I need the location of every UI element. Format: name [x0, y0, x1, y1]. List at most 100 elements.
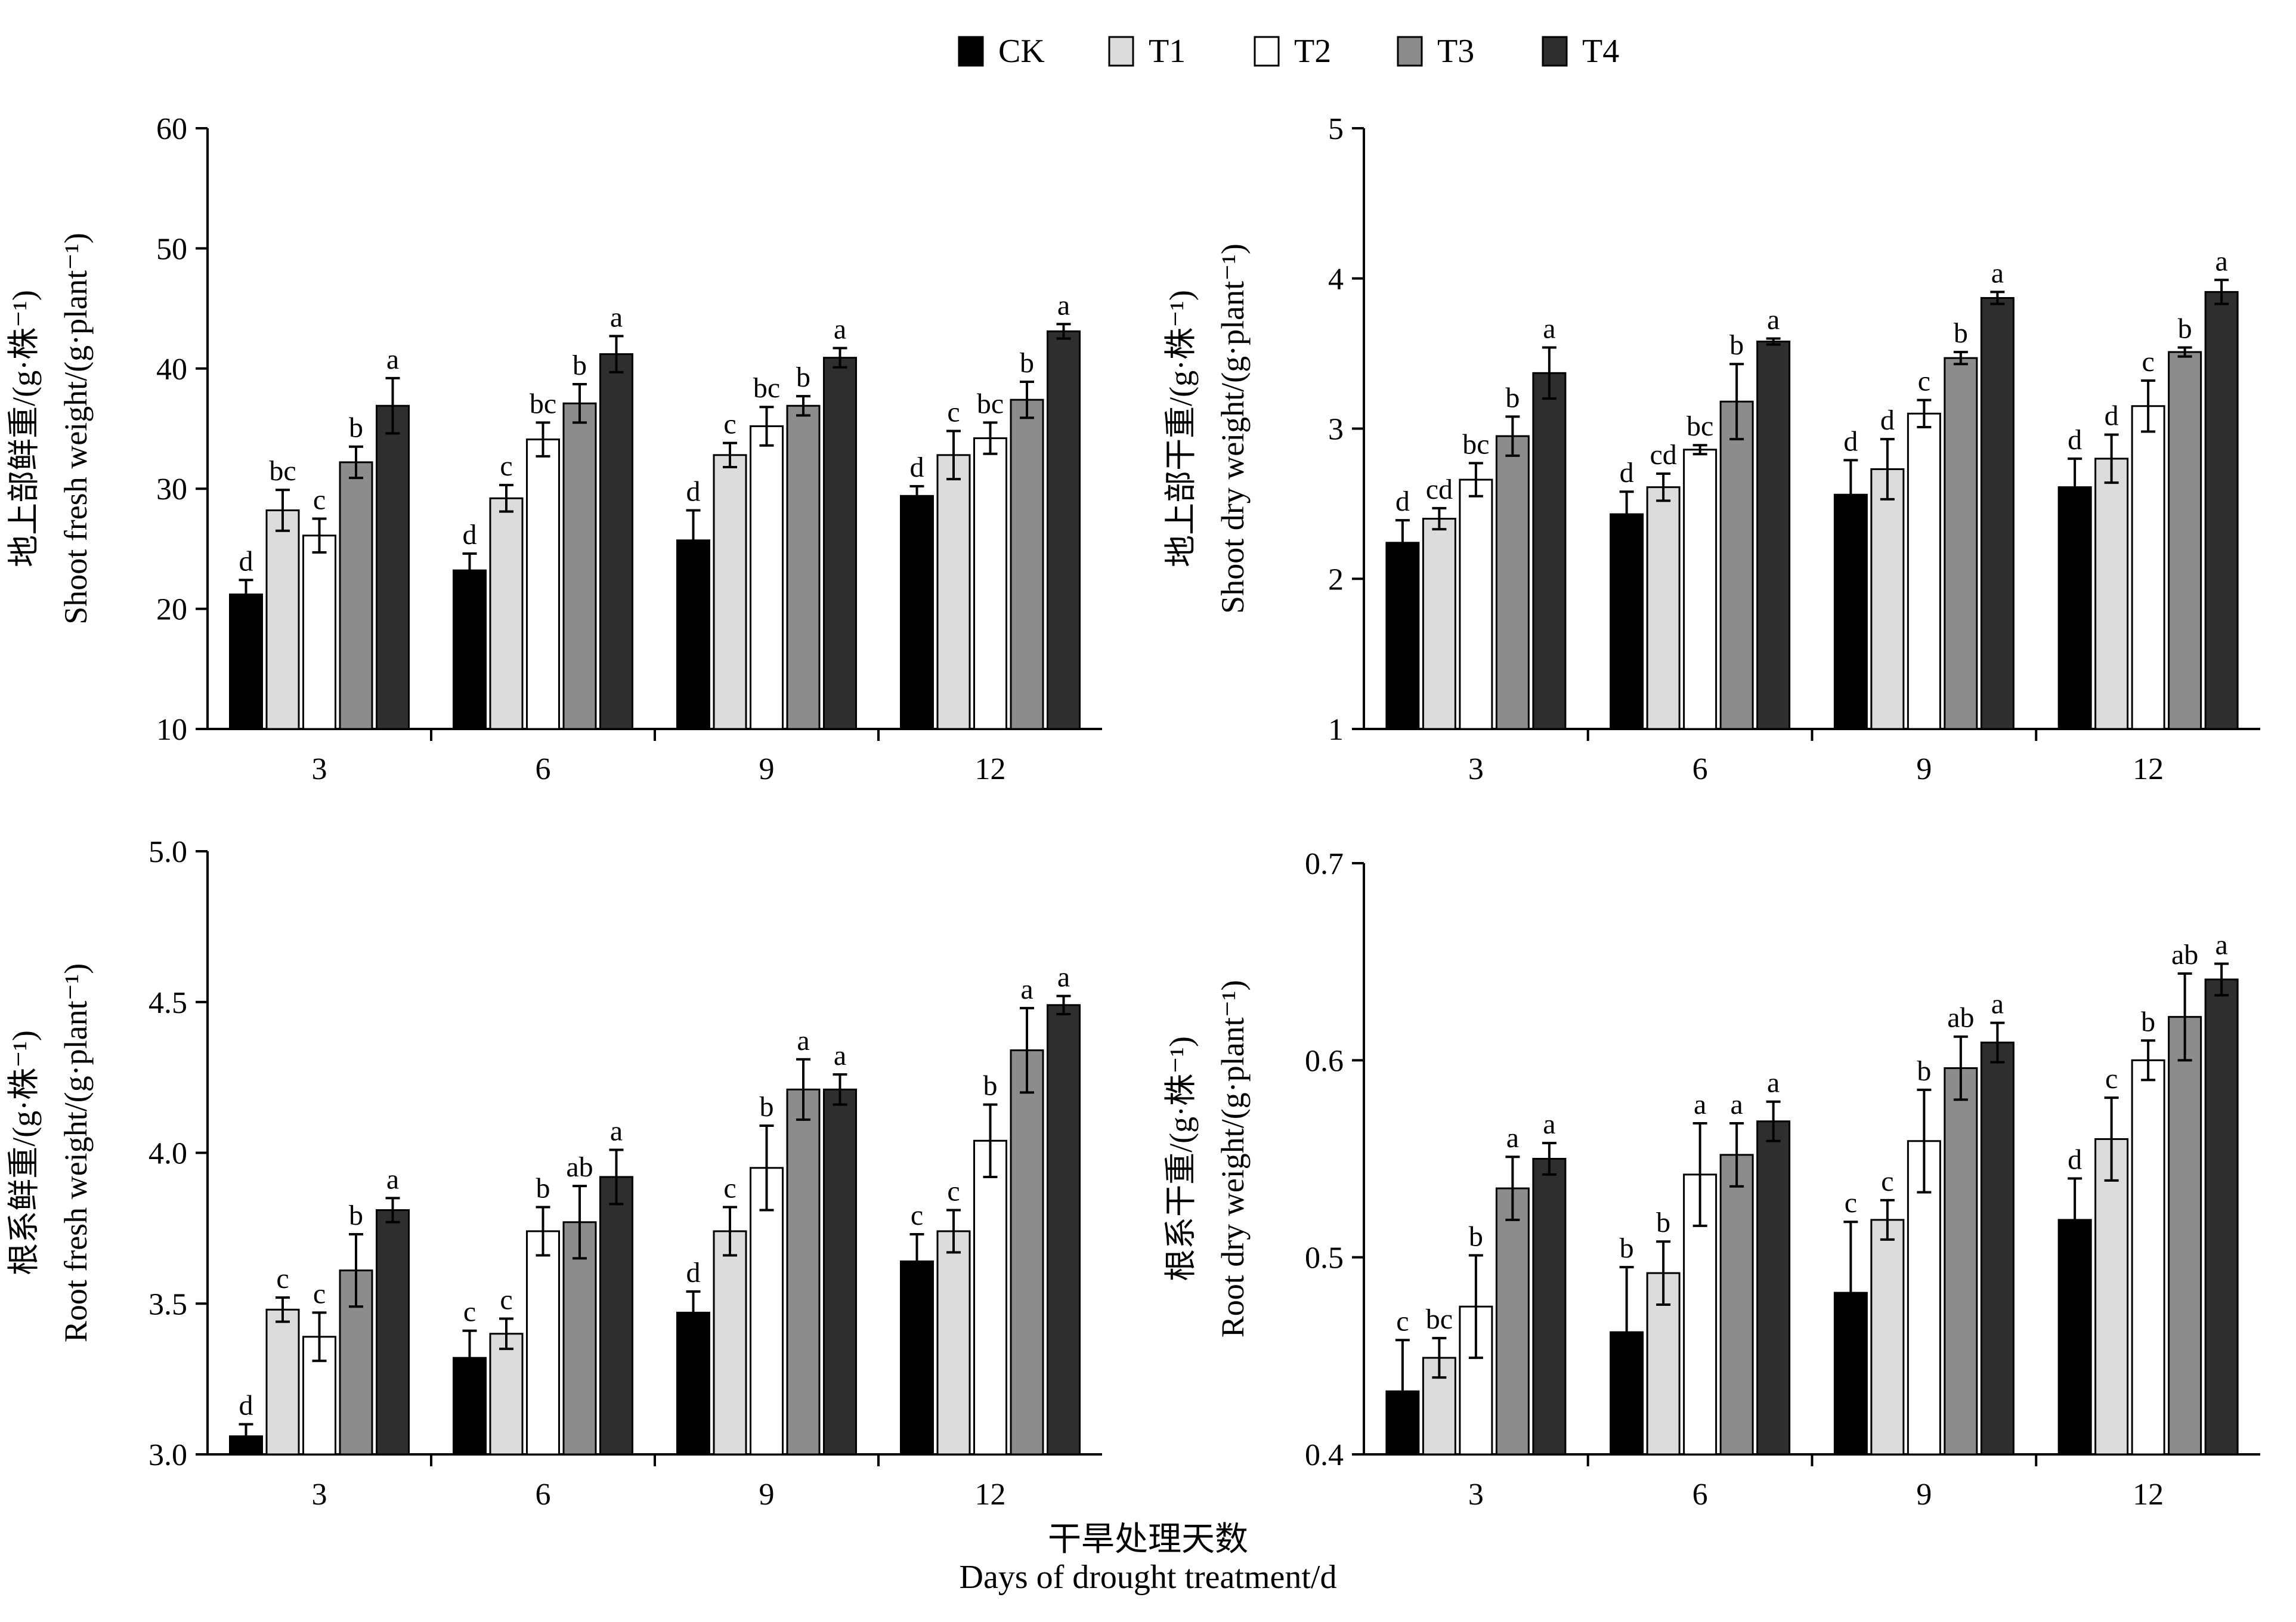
significance-letter: c [500, 450, 512, 482]
bar-t1-day3 [1422, 518, 1456, 730]
significance-letter: a [1767, 304, 1780, 335]
bar-t1-day12 [936, 454, 971, 730]
bar-ck-day6 [453, 569, 487, 730]
significance-letter: cd [1650, 439, 1676, 471]
significance-letter: c [1396, 1305, 1409, 1337]
bar-t3-day3 [339, 461, 373, 730]
significance-letter: b [536, 1172, 550, 1204]
legend-label-t4: T4 [1582, 33, 1619, 70]
bar-t3-day12 [1010, 1049, 1044, 1456]
bar-t2-day3 [1459, 478, 1493, 730]
bar-ck-day12 [900, 495, 934, 730]
y-tick-label: 5 [1328, 112, 1344, 146]
bar-t1-day12 [2094, 458, 2129, 730]
significance-letter: a [834, 314, 846, 345]
x-tick-label: 9 [759, 752, 775, 786]
significance-letter: d [463, 519, 477, 551]
y-tick-label: 0.5 [1305, 1241, 1344, 1275]
y-tick-label: 5.0 [148, 835, 187, 869]
x-tick-label: 12 [2133, 752, 2164, 786]
bar-ck-day9 [1833, 493, 1868, 730]
y-axis-label-en: Root dry weight/(g·plant⁻¹) [1215, 980, 1251, 1338]
x-tick-label: 6 [1692, 752, 1708, 786]
bar-t4-day3 [1532, 1158, 1567, 1456]
significance-letter: bc [977, 388, 1004, 419]
bar-t4-day9 [823, 357, 857, 730]
significance-letter: b [760, 1091, 774, 1123]
bar-t3-day3 [1495, 435, 1530, 730]
significance-letter: d [686, 1257, 701, 1289]
significance-letter: d [686, 475, 701, 507]
significance-letter: c [276, 1263, 289, 1294]
x-tick-label: 9 [1916, 752, 1932, 786]
bar-ck-day12 [900, 1260, 934, 1456]
significance-letter: a [834, 1040, 846, 1071]
significance-letter: ab [2171, 939, 2198, 971]
bar-t1-day3 [265, 1308, 300, 1456]
significance-letter: d [2068, 1144, 2082, 1176]
significance-letter: d [2068, 424, 2082, 456]
significance-letter: a [1057, 289, 1070, 321]
x-tick-label: 6 [536, 752, 551, 786]
significance-letter: b [2178, 313, 2192, 345]
bar-t4-day3 [376, 404, 410, 730]
bar-t3-day6 [562, 1221, 597, 1456]
significance-letter: a [1730, 1089, 1743, 1120]
significance-letter: a [1991, 988, 2004, 1020]
y-tick-label: 20 [156, 593, 187, 627]
bar-t3-day9 [1944, 1067, 1978, 1456]
bar-t2-day12 [973, 1139, 1007, 1456]
significance-letter: a [1506, 1122, 1519, 1154]
bar-t3-day6 [562, 402, 597, 730]
significance-letter: d [239, 545, 253, 577]
significance-letter: a [1057, 962, 1070, 993]
legend-label-t1: T1 [1149, 33, 1186, 70]
y-axis-label-en: Root fresh weight/(g·plant⁻¹) [58, 963, 94, 1343]
significance-letter: c [500, 1284, 512, 1316]
y-tick-label: 30 [156, 472, 187, 506]
bar-t4-day12 [2204, 978, 2239, 1456]
significance-letter: b [349, 412, 363, 444]
significance-letter: b [1620, 1232, 1634, 1264]
bar-t4-day6 [1756, 1120, 1791, 1456]
x-tick-label: 3 [312, 752, 327, 786]
y-axis-label-en: Shoot fresh weight/(g·plant⁻¹) [58, 233, 94, 625]
x-tick-label: 12 [975, 752, 1006, 786]
bar-t1-day9 [1870, 1219, 1905, 1456]
significance-letter: b [1917, 1055, 1931, 1087]
significance-letter: c [947, 397, 960, 428]
bar-t2-day3 [302, 535, 336, 730]
bar-ck-day12 [2057, 486, 2092, 730]
legend: CK T1 T2 T3 T4 [958, 33, 1619, 70]
bar-t2-day12 [2131, 405, 2165, 730]
significance-letter: b [983, 1070, 998, 1102]
significance-letter: a [1767, 1067, 1780, 1099]
significance-letter: ab [566, 1151, 593, 1183]
significance-letter: a [1543, 313, 1555, 345]
significance-letter: a [610, 1115, 623, 1147]
y-tick-label: 3.5 [148, 1287, 187, 1321]
significance-letter: d [239, 1389, 253, 1421]
significance-letter: bc [1687, 410, 1713, 442]
significance-letter: bc [269, 455, 296, 487]
bar-t4-day12 [2204, 291, 2239, 730]
significance-letter: a [610, 301, 623, 333]
bar-ck-day9 [676, 539, 710, 730]
y-axis-label-zh: 根系鲜重/(g·株⁻¹) [6, 1030, 42, 1275]
x-tick-label: 6 [1692, 1478, 1708, 1512]
bar-t3-day6 [1719, 1154, 1754, 1456]
significance-letter: bc [1426, 1303, 1453, 1335]
bar-t1-day6 [489, 497, 524, 730]
bar-t4-day9 [1980, 1042, 2015, 1456]
significance-letter: a [386, 1163, 399, 1195]
significance-letter: b [1729, 329, 1744, 361]
significance-letter: a [2215, 929, 2227, 960]
bar-t2-day6 [1683, 449, 1718, 730]
y-tick-label: 4.0 [148, 1137, 187, 1171]
significance-letter: b [2141, 1006, 2155, 1037]
x-tick-label: 9 [759, 1478, 775, 1512]
bar-t4-day6 [1756, 340, 1791, 730]
bar-t3-day6 [1719, 400, 1754, 730]
